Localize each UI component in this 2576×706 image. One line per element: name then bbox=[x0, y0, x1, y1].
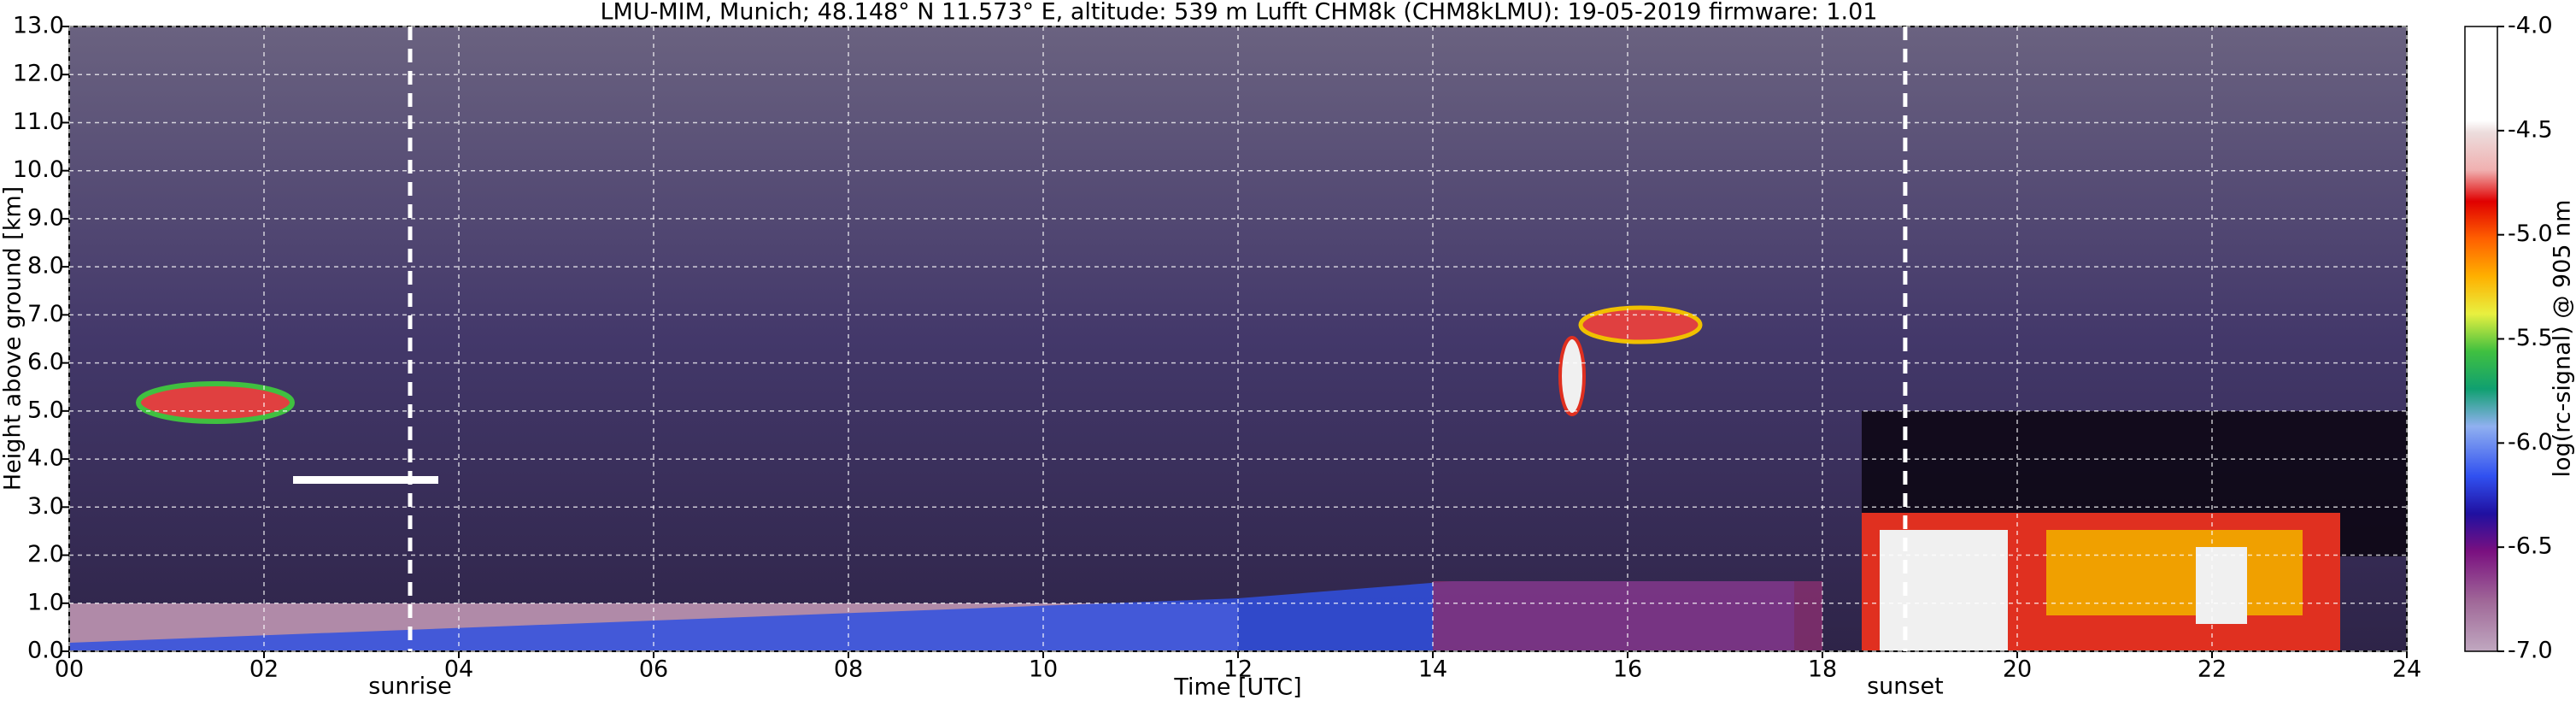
colorbar-tick-label: -6.5 bbox=[2508, 533, 2553, 560]
colorbar-tick-label: -4.0 bbox=[2508, 13, 2553, 39]
y-tick-label: 11.0 bbox=[13, 109, 64, 135]
x-tick-label: 04 bbox=[444, 656, 473, 683]
y-tick-label: 7.0 bbox=[27, 301, 64, 327]
colorbar-tick-label: -6.0 bbox=[2508, 429, 2553, 456]
x-tick-label: 22 bbox=[2198, 656, 2227, 683]
y-tick-label: 8.0 bbox=[27, 253, 64, 279]
y-tick-label: 9.0 bbox=[27, 204, 64, 231]
x-tick-label: 16 bbox=[1613, 656, 1642, 683]
x-tick-label: 06 bbox=[639, 656, 668, 683]
colorbar-tick-label: -4.5 bbox=[2508, 116, 2553, 143]
colorbar-tick-label: -7.0 bbox=[2508, 638, 2553, 664]
y-tick-label: 1.0 bbox=[27, 589, 64, 615]
y-tick-label: 6.0 bbox=[27, 349, 64, 375]
colorbar-tick-label: -5.5 bbox=[2508, 325, 2553, 351]
x-tick-label: 00 bbox=[55, 656, 84, 683]
chart-title: LMU-MIM, Munich; 48.148° N 11.573° E, al… bbox=[601, 0, 1878, 26]
x-tick-label: 02 bbox=[249, 656, 279, 683]
colorbar bbox=[2464, 26, 2498, 652]
y-tick-label: 0.0 bbox=[27, 638, 64, 664]
y-tick-label: 10.0 bbox=[13, 156, 64, 183]
x-axis-label: Time [UTC] bbox=[1173, 674, 1301, 701]
x-tick-label: 14 bbox=[1418, 656, 1447, 683]
y-axis-label: Height above ground [km] bbox=[0, 186, 26, 491]
x-tick-label: 18 bbox=[1808, 656, 1837, 683]
annotation-label: sunrise bbox=[368, 674, 452, 700]
x-tick-label: 24 bbox=[2392, 656, 2421, 683]
y-tick-label: 2.0 bbox=[27, 541, 64, 568]
x-tick-label: 12 bbox=[1223, 656, 1253, 683]
x-tick-label: 08 bbox=[834, 656, 863, 683]
colorbar-label: log(rc-signal) @ 905 nm bbox=[2550, 200, 2576, 478]
y-tick-label: 5.0 bbox=[27, 397, 64, 423]
y-tick-label: 4.0 bbox=[27, 445, 64, 472]
y-tick-label: 13.0 bbox=[13, 13, 64, 39]
y-tick-label: 3.0 bbox=[27, 493, 64, 520]
x-tick-label: 20 bbox=[2003, 656, 2032, 683]
y-tick-label: 12.0 bbox=[13, 61, 64, 87]
colorbar-tick-label: -5.0 bbox=[2508, 221, 2553, 247]
annotation-label: sunset bbox=[1867, 674, 1944, 700]
x-tick-label: 10 bbox=[1029, 656, 1058, 683]
